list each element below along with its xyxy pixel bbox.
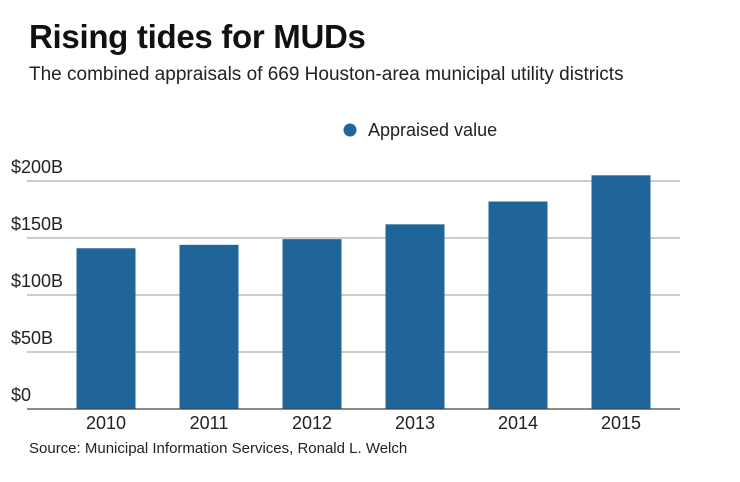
- y-tick-label: $200B: [11, 157, 63, 177]
- bar-2012: [282, 239, 342, 409]
- source-note: Source: Municipal Information Services, …: [29, 440, 408, 457]
- x-axis-labels: 2010 2011 2012 2013 2014 2015: [86, 413, 641, 433]
- legend-label: Appraised value: [368, 120, 497, 140]
- bar-2010: [76, 248, 136, 409]
- y-tick-label: $50B: [11, 328, 53, 348]
- x-tick-label: 2015: [601, 413, 641, 433]
- y-tick-label: $150B: [11, 214, 63, 234]
- y-tick-label: $100B: [11, 271, 63, 291]
- x-tick-label: 2011: [190, 413, 229, 433]
- legend-swatch: [343, 123, 357, 137]
- y-tick-label: $0: [11, 385, 31, 405]
- bar-2015: [591, 175, 651, 409]
- bar-2011: [179, 244, 239, 409]
- bar-2014: [488, 201, 548, 409]
- chart-subtitle: The combined appraisals of 669 Houston-a…: [29, 64, 624, 85]
- grid: [27, 180, 680, 353]
- x-tick-label: 2012: [292, 413, 332, 433]
- bar-2013: [385, 224, 445, 409]
- x-tick-label: 2010: [86, 413, 126, 433]
- bars: [76, 175, 651, 409]
- y-axis-labels: $0 $50B $100B $150B $200B: [11, 157, 63, 405]
- x-tick-label: 2014: [498, 413, 538, 433]
- x-tick-label: 2013: [395, 413, 435, 433]
- legend: Appraised value: [343, 120, 497, 140]
- chart-title: Rising tides for MUDs: [29, 18, 366, 55]
